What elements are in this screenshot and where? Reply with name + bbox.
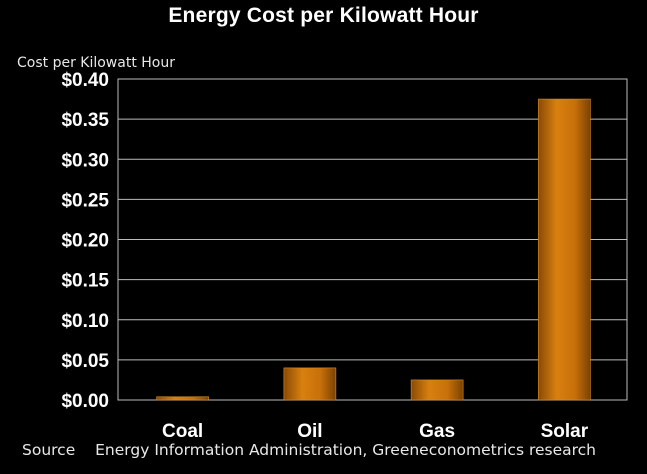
y-tick-label: $0.05 — [61, 351, 109, 372]
y-tick-label: $0.15 — [61, 271, 109, 292]
x-category-label: Coal — [162, 421, 203, 442]
y-tick-label: $0.35 — [61, 110, 109, 131]
y-tick-label: $0.30 — [61, 150, 109, 171]
y-axis-label: Cost per Kilowatt Hour — [17, 55, 175, 71]
bar-oil — [283, 367, 337, 401]
y-tick-label: $0.40 — [61, 70, 109, 91]
y-tick-label: $0.20 — [61, 231, 109, 252]
source-label: Source — [22, 441, 76, 459]
bar-gas — [410, 379, 464, 401]
x-category-label: Solar — [541, 421, 589, 442]
y-tick-label: $0.10 — [61, 311, 109, 332]
y-tick-label: $0.25 — [61, 190, 109, 211]
bar-solar — [538, 98, 591, 401]
chart-title: Energy Cost per Kilowatt Hour — [168, 4, 479, 27]
source-text: Energy Information Administration, Green… — [95, 441, 596, 459]
x-category-label: Gas — [419, 421, 455, 442]
source-note: Source Energy Information Administration… — [22, 441, 596, 459]
x-category-label: Oil — [297, 421, 322, 442]
y-tick-label: $0.00 — [61, 391, 109, 412]
bar-coal — [156, 396, 209, 401]
